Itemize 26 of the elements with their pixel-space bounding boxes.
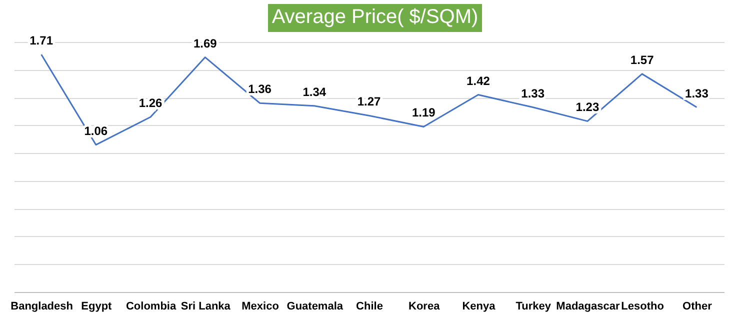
x-tick-label: Colombia	[126, 300, 177, 312]
x-tick-label: Bangladesh	[10, 300, 74, 312]
data-label: 1.26	[138, 96, 163, 110]
x-tick-label: Korea	[408, 300, 441, 312]
x-tick-label: Madagascar	[556, 300, 620, 312]
data-label: 1.71	[30, 34, 54, 48]
data-label: 1.23	[576, 100, 600, 114]
x-tick-label: Mexico	[242, 300, 280, 312]
x-tick-label: Kenya	[462, 300, 496, 312]
x-tick-label: Lesotho	[621, 300, 664, 312]
data-label: 1.27	[357, 94, 381, 109]
data-label: 1.34	[302, 84, 326, 99]
chart-title: Average Price( $/SQM)	[268, 4, 482, 32]
x-tick-label: Chile	[356, 300, 383, 312]
data-label: 1.33	[685, 86, 709, 100]
data-label: 1.19	[412, 106, 436, 120]
x-tick-label: Egypt	[81, 300, 112, 312]
x-tick-label: Sri Lanka	[180, 300, 232, 312]
data-label: 1.57	[630, 52, 654, 67]
x-tick-label: Turkey	[516, 300, 552, 312]
data-label: 1.42	[466, 74, 490, 88]
x-tick-label: Guatemala	[286, 300, 344, 312]
data-label: 1.69	[193, 36, 218, 50]
data-label: 1.36	[248, 82, 272, 96]
data-label: 1.33	[521, 86, 545, 100]
x-tick-label: Other	[682, 300, 713, 312]
